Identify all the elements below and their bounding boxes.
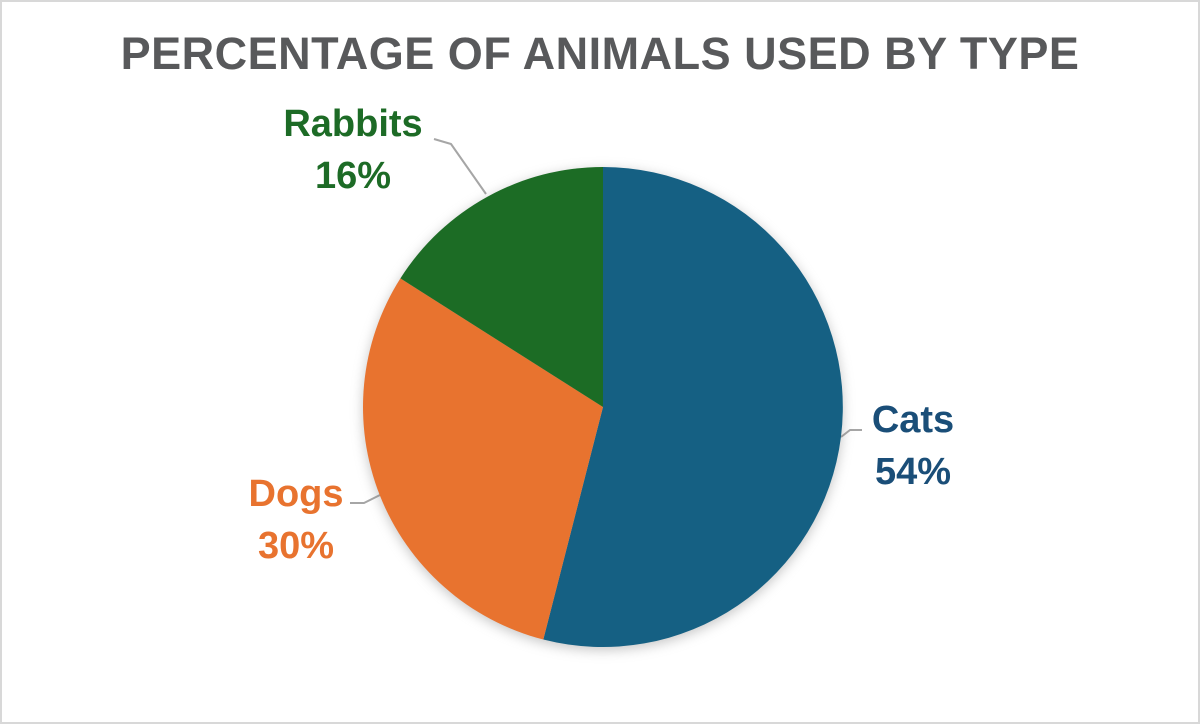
pie-slice-dogs — [363, 278, 603, 640]
pie-slice-rabbits — [400, 167, 603, 407]
label-cats-percent: 54% — [874, 451, 952, 493]
label-cats-name: Cats — [871, 399, 955, 441]
pie-slices — [363, 167, 843, 647]
label-cats: Cats 54% — [872, 394, 954, 498]
leader-lines — [350, 138, 862, 504]
chart-title: PERCENTAGE OF ANIMALS USED BY TYPE — [120, 28, 1080, 79]
label-dogs: Dogs 30% — [249, 468, 344, 572]
label-dogs-percent: 30% — [257, 525, 335, 567]
leader-line-cats — [840, 429, 862, 438]
label-dogs-name: Dogs — [248, 473, 344, 515]
label-rabbits-name: Rabbits — [283, 103, 423, 145]
label-rabbits: Rabbits 16% — [283, 98, 422, 202]
leader-line-rabbits — [433, 138, 487, 195]
pie-slice-cats — [543, 167, 843, 647]
leader-line-dogs — [350, 494, 381, 504]
label-rabbits-percent: 16% — [314, 155, 392, 197]
